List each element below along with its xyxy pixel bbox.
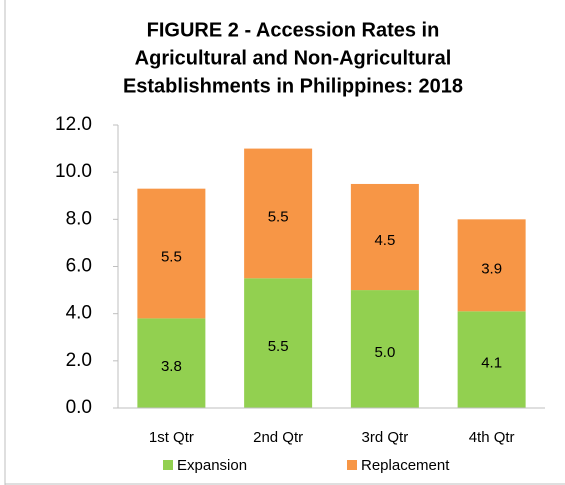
x-tick-label: 1st Qtr <box>149 429 194 446</box>
legend-swatch <box>347 460 357 470</box>
x-tick-label: 4th Qtr <box>469 429 515 446</box>
y-tick-label: 4.0 <box>66 303 92 324</box>
x-tick-label: 2nd Qtr <box>253 429 303 446</box>
bar-segment <box>457 311 526 408</box>
bar-segment <box>244 278 313 408</box>
x-tick-label: 3rd Qtr <box>362 429 409 446</box>
y-tick-label: 10.0 <box>55 161 92 182</box>
bar-segment <box>137 188 206 319</box>
data-label: 4.5 <box>374 232 395 249</box>
chart-title: FIGURE 2 - Accession Rates in <box>147 19 440 41</box>
bar-segment <box>244 148 313 279</box>
bar-segment <box>137 318 206 408</box>
legend-label: Replacement <box>361 457 450 474</box>
y-tick-label: 2.0 <box>66 350 92 371</box>
y-tick-label: 8.0 <box>66 208 92 229</box>
data-label: 5.5 <box>268 338 289 355</box>
bar-segment <box>350 183 419 291</box>
data-label: 5.5 <box>161 248 182 265</box>
chart-title: Establishments in Philippines: 2018 <box>123 75 463 97</box>
legend-swatch <box>163 460 173 470</box>
data-label: 3.9 <box>481 260 502 277</box>
bar-segment <box>350 290 419 408</box>
y-tick-label: 12.0 <box>55 114 92 135</box>
data-label: 3.8 <box>161 358 182 375</box>
data-label: 5.5 <box>268 208 289 225</box>
chart-title: Agricultural and Non-Agricultural <box>135 47 452 69</box>
data-label: 4.1 <box>481 355 502 372</box>
legend-label: Expansion <box>177 457 247 474</box>
data-label: 5.0 <box>374 344 395 361</box>
bar-segment <box>457 219 526 312</box>
y-tick-label: 0.0 <box>66 397 92 418</box>
y-tick-label: 6.0 <box>66 256 92 277</box>
